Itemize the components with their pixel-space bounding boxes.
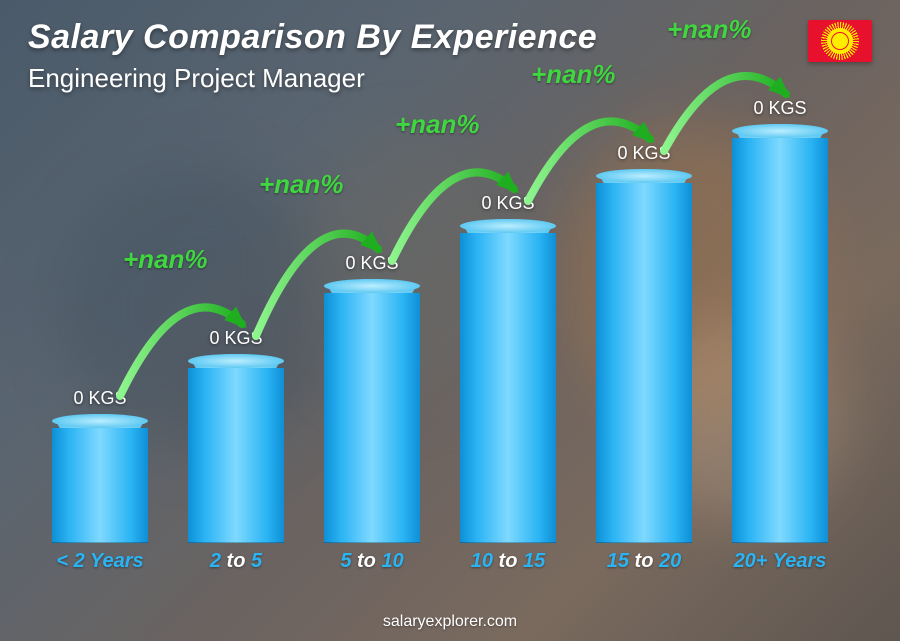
- bar-value-label: 0 KGS: [710, 98, 850, 119]
- delta-label: +nan%: [123, 244, 208, 275]
- page-subtitle: Engineering Project Manager: [28, 63, 597, 94]
- x-axis-label: 5 to 10: [312, 550, 432, 573]
- flag-sun-icon: [827, 28, 853, 54]
- bar-value-label: 0 KGS: [302, 253, 442, 274]
- bar: 0 KGS: [52, 428, 148, 543]
- country-flag: [808, 20, 872, 62]
- bar-column: 0 KGS: [312, 293, 432, 543]
- bar-value-label: 0 KGS: [438, 193, 578, 214]
- delta-label: +nan%: [395, 109, 480, 140]
- delta-label: +nan%: [259, 169, 344, 200]
- bar-value-label: 0 KGS: [574, 143, 714, 164]
- arrow-head-icon: [768, 77, 790, 98]
- x-axis-labels: < 2 Years 2 to 5 5 to 10 10 to 15 15 to 20 20…: [40, 550, 840, 573]
- bar: 0 KGS: [460, 233, 556, 543]
- bar-column: 0 KGS: [40, 428, 160, 543]
- bar-column: 0 KGS: [720, 138, 840, 543]
- bar-column: 0 KGS: [176, 368, 296, 543]
- bar-value-label: 0 KGS: [30, 388, 170, 409]
- infographic-stage: Salary Comparison By Experience Engineer…: [0, 0, 900, 641]
- title-block: Salary Comparison By Experience Engineer…: [28, 18, 597, 94]
- bars-row: 0 KGS 0 KGS 0 KGS 0 KGS 0 KGS 0 KGS: [40, 113, 840, 543]
- x-axis-label: 10 to 15: [448, 550, 568, 573]
- x-axis-label: < 2 Years: [40, 550, 160, 573]
- bar-column: 0 KGS: [584, 183, 704, 543]
- bar: 0 KGS: [732, 138, 828, 543]
- chart-area: 0 KGS 0 KGS 0 KGS 0 KGS 0 KGS 0 KGS < 2 Years…: [40, 120, 840, 571]
- bar-value-label: 0 KGS: [166, 328, 306, 349]
- bar: 0 KGS: [324, 293, 420, 543]
- page-title: Salary Comparison By Experience: [28, 18, 597, 57]
- x-axis-label: 20+ Years: [720, 550, 840, 573]
- delta-label: +nan%: [667, 14, 752, 45]
- delta-label: +nan%: [531, 59, 616, 90]
- x-axis-label: 2 to 5: [176, 550, 296, 573]
- x-axis-label: 15 to 20: [584, 550, 704, 573]
- footer-credit: salaryexplorer.com: [0, 613, 900, 631]
- bar: 0 KGS: [188, 368, 284, 543]
- bar-column: 0 KGS: [448, 233, 568, 543]
- bar: 0 KGS: [596, 183, 692, 543]
